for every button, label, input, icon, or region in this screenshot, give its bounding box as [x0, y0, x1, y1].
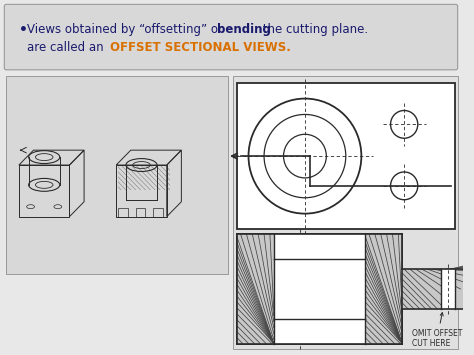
Text: bending: bending — [218, 23, 271, 36]
Bar — [441, 269, 455, 309]
Text: OMIT OFFSET
CUT HERE: OMIT OFFSET CUT HERE — [412, 313, 462, 348]
FancyBboxPatch shape — [4, 4, 458, 70]
Bar — [237, 83, 455, 229]
Bar — [402, 269, 474, 309]
Bar — [136, 208, 146, 217]
Text: the cutting plane.: the cutting plane. — [259, 23, 368, 36]
Text: are called an: are called an — [27, 41, 107, 54]
Bar — [6, 76, 228, 274]
Text: OFFSET SECTIONAL VIEWS.: OFFSET SECTIONAL VIEWS. — [110, 41, 291, 54]
Bar — [274, 234, 365, 259]
Bar — [233, 76, 458, 349]
Text: Views obtained by “offsetting” or: Views obtained by “offsetting” or — [27, 23, 227, 36]
Bar — [153, 208, 163, 217]
Bar — [274, 259, 365, 319]
Bar — [274, 319, 365, 344]
Bar — [402, 269, 474, 309]
Bar — [237, 234, 274, 344]
Bar — [365, 234, 402, 344]
Bar — [118, 208, 128, 217]
Text: •: • — [19, 23, 28, 37]
Bar — [237, 234, 402, 344]
